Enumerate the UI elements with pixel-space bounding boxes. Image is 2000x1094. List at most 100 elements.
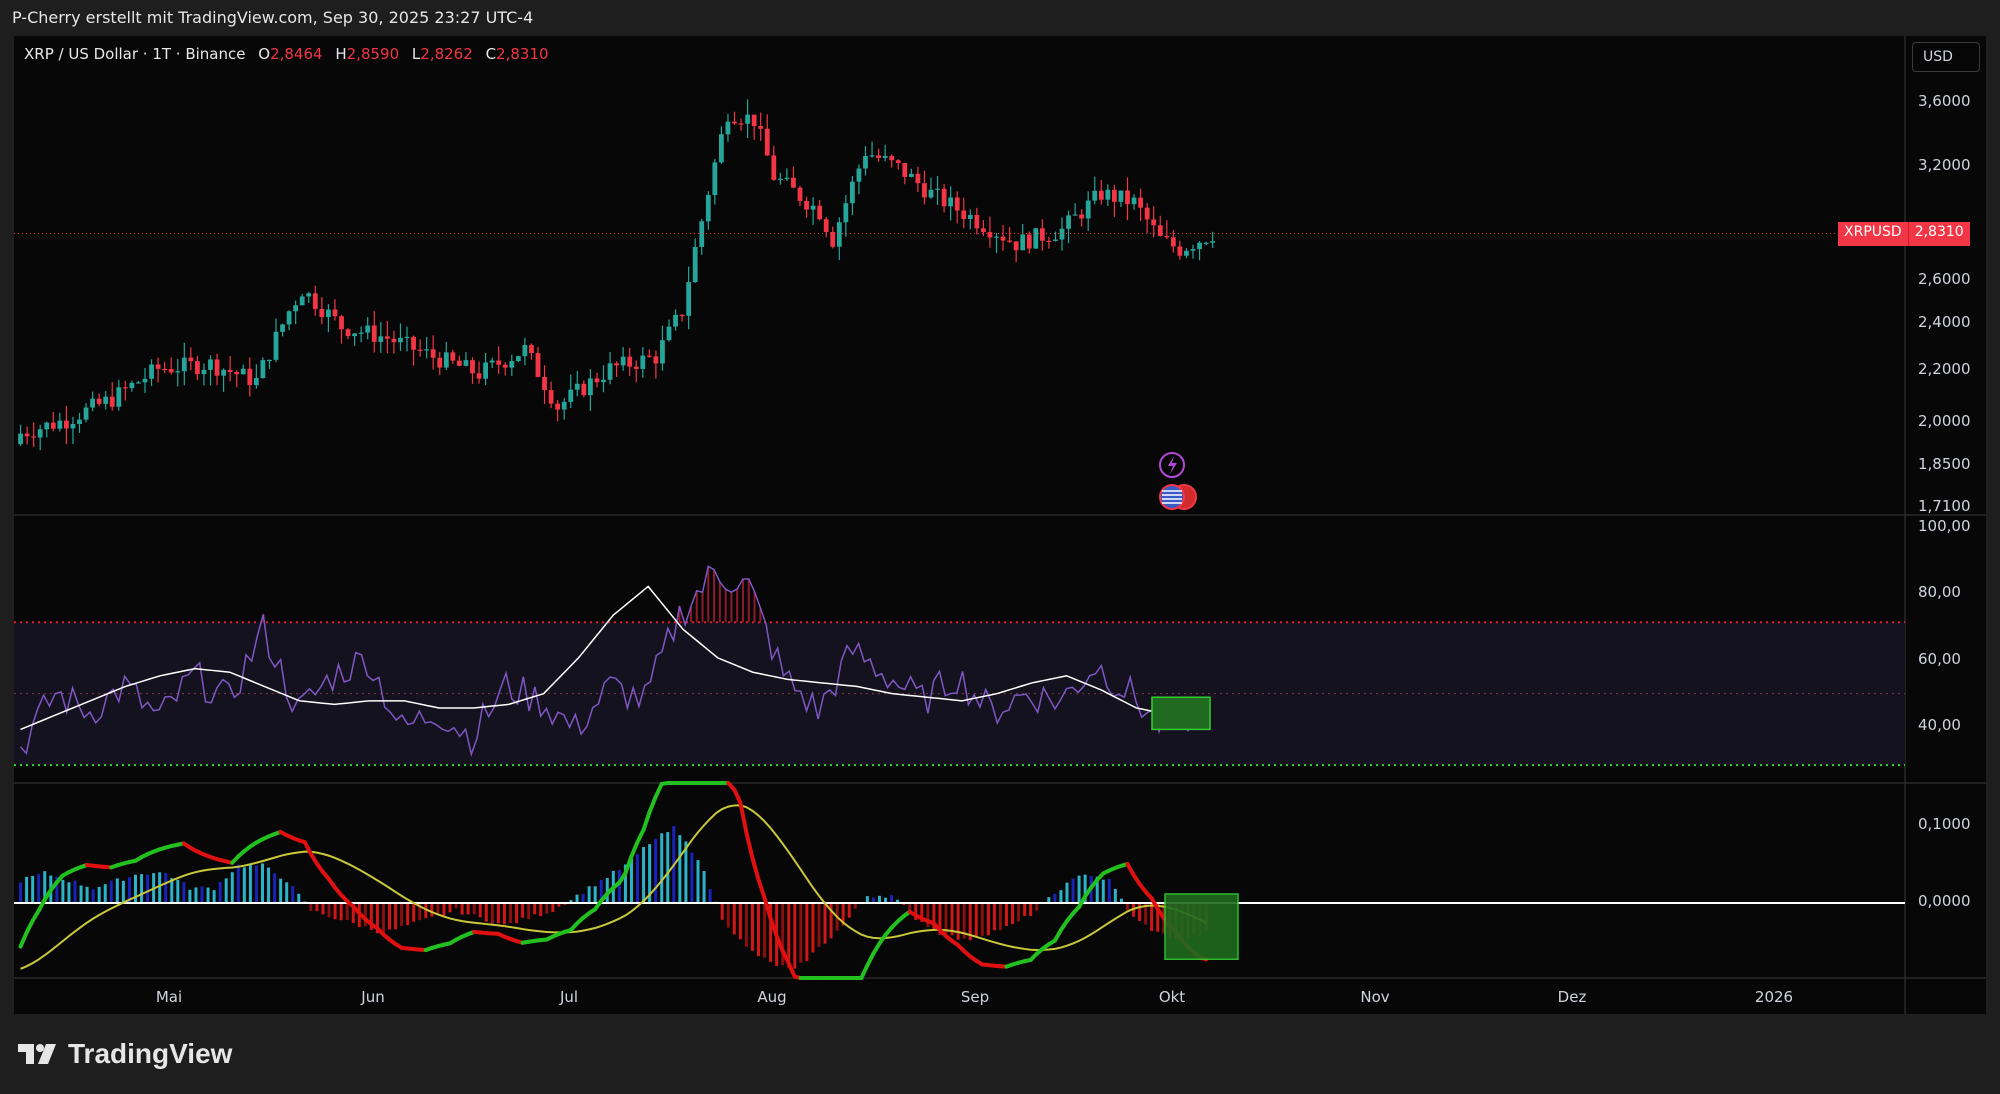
macd-histogram-bar	[260, 863, 264, 903]
rsi-ma-line	[20, 585, 1207, 731]
candle-body	[267, 359, 272, 362]
macd-line-segment	[1125, 861, 1136, 877]
macd-line-segment	[1077, 894, 1088, 909]
candle-body	[201, 369, 207, 375]
candle-body	[1151, 219, 1157, 226]
price-tick: 3,6000	[1918, 92, 1971, 110]
macd-histogram-bar	[980, 903, 984, 937]
macd-histogram-bar	[466, 903, 470, 915]
candle-body	[529, 345, 534, 354]
macd-line-segment	[774, 933, 785, 953]
candle-body	[719, 134, 724, 163]
macd-histogram-bar	[224, 878, 228, 903]
macd-histogram-bar	[654, 838, 658, 903]
candle-body	[103, 396, 109, 404]
chart-caption: P-Cherry erstellt mit TradingView.com, S…	[12, 8, 534, 27]
candle-body	[326, 309, 331, 318]
macd-histogram-bar	[666, 832, 670, 903]
macd-histogram-bar	[660, 833, 664, 903]
time-tick: Sep	[960, 988, 990, 1006]
rsi-overbought-fill	[262, 566, 762, 623]
candle-body	[895, 160, 901, 164]
time-tick: Okt	[1158, 988, 1186, 1006]
macd-histogram-bar	[339, 903, 343, 921]
macd-histogram-bar	[551, 903, 555, 913]
candle-body	[548, 390, 554, 404]
candle-body	[319, 309, 325, 318]
candle-body	[994, 236, 999, 238]
macd-histogram-bar	[956, 903, 960, 940]
ohlc-high-value: 2,8590	[346, 45, 400, 63]
macd-line-segment	[762, 895, 773, 921]
macd-histogram-bar	[37, 873, 41, 903]
price-tick: 1,8500	[1918, 455, 1971, 473]
macd-histogram-bar	[406, 903, 410, 926]
macd-histogram-bar	[769, 903, 773, 962]
price-tick: 2,6000	[1918, 270, 1971, 288]
price-tick: 2,2000	[1918, 360, 1971, 378]
candle-body	[1138, 197, 1143, 208]
macd-histogram-bar	[938, 903, 942, 935]
macd-histogram-bar	[738, 903, 742, 940]
macd-histogram-bar	[763, 903, 767, 958]
macd-histogram-bar	[502, 903, 506, 925]
macd-histogram-bar	[1138, 903, 1142, 922]
chart-canvas[interactable]	[14, 36, 1986, 1014]
macd-histogram-bar	[1017, 903, 1021, 922]
macd-line-segment	[653, 781, 664, 799]
candle-body	[358, 332, 364, 334]
macd-line-segment	[18, 930, 29, 949]
macd-histogram-bar	[1071, 878, 1075, 903]
macd-histogram-bar	[248, 864, 252, 903]
macd-histogram-bar	[811, 903, 815, 953]
candle-body	[902, 163, 908, 177]
macd-histogram-bar	[708, 889, 712, 903]
macd-highlight-box	[1164, 893, 1239, 960]
candle-body	[476, 373, 482, 379]
macd-histogram-bar	[400, 903, 404, 926]
currency-button[interactable]: USD	[1912, 42, 1980, 72]
candle-body	[384, 336, 390, 339]
macd-histogram-bar	[750, 903, 754, 951]
rsi-highlight-box	[1151, 696, 1211, 731]
candle-body	[1033, 228, 1039, 249]
candle-body	[574, 383, 580, 390]
macd-histogram-bar	[448, 903, 452, 913]
candle-body	[1118, 190, 1124, 202]
candle-body	[633, 366, 639, 369]
macd-histogram-bar	[164, 872, 168, 903]
macd-line-segment	[738, 800, 749, 835]
macd-histogram-bar	[871, 897, 875, 903]
macd-histogram-bar	[521, 903, 525, 918]
tradingview-logo-text: TradingView	[68, 1038, 233, 1069]
macd-histogram-bar	[273, 873, 277, 903]
candle-body	[922, 183, 927, 198]
macd-histogram-bar	[617, 869, 621, 903]
macd-histogram-bar	[218, 881, 222, 903]
candle-body	[483, 362, 488, 379]
macd-histogram-bar	[43, 871, 47, 903]
macd-histogram-bar	[236, 864, 240, 903]
candle-body	[208, 359, 213, 370]
macd-histogram-bar	[817, 903, 821, 947]
candle-body	[398, 337, 403, 343]
candle-body	[607, 363, 613, 380]
macd-histogram-bar	[581, 893, 585, 903]
candle-body	[908, 173, 914, 177]
symbol-name[interactable]: XRP / US Dollar · 1T · Binance	[24, 45, 246, 63]
candle-body	[1164, 235, 1170, 238]
symbol-legend[interactable]: XRP / US Dollar · 1T · Binance O2,8464 H…	[24, 45, 549, 63]
macd-histogram-bar	[1011, 903, 1015, 925]
candle-body	[889, 155, 895, 161]
tradingview-logo[interactable]: TradingView	[16, 1038, 232, 1070]
candle-body	[221, 369, 226, 376]
candle-body	[1170, 237, 1176, 247]
macd-histogram-bar	[188, 889, 192, 903]
macd-histogram-bar	[182, 882, 186, 903]
candle-body	[653, 356, 659, 364]
macd-histogram-bar	[896, 899, 900, 903]
candle-body	[188, 357, 194, 362]
candle-body	[1007, 240, 1012, 242]
candle-body	[312, 293, 318, 310]
